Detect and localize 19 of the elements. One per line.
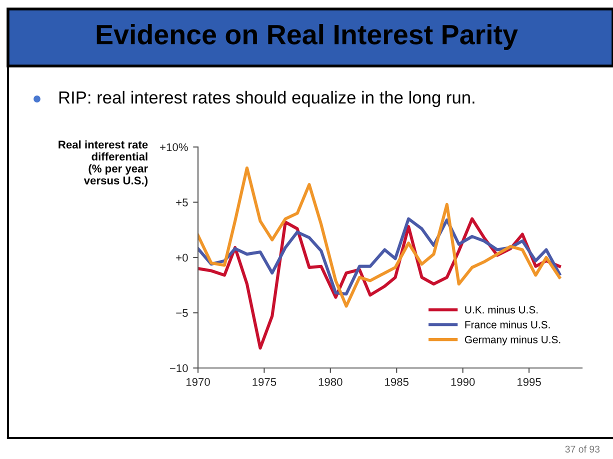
chart-subtitle: RIP: real interest rates should equalize in the long run. — [59, 90, 474, 108]
text: 37 of 93 — [565, 445, 600, 453]
legend-label: Germany minus U.S. — [464, 336, 560, 346]
x-tick-label: 1990 — [451, 378, 475, 386]
line-series — [198, 217, 562, 296]
y-tick-label: +5 — [176, 198, 188, 206]
x-tick-label: 1985 — [385, 378, 409, 386]
legend-label: U.K. minus U.S. — [465, 306, 538, 314]
chart-title: Evidence on Real Interest Parity — [96, 24, 518, 50]
x-tick-label: 1975 — [252, 378, 276, 386]
y-axis-title: Real interest rate differential (% per year versus U.S.) — [58, 140, 148, 187]
legend-label: France minus U.S. — [465, 320, 550, 328]
y-tick-label: −5 — [176, 309, 188, 317]
x-tick-label: 1980 — [318, 378, 342, 386]
y-tick-label: +10% — [160, 143, 188, 152]
y-tick-label: −10 — [170, 364, 188, 372]
y-tick-label: +0 — [176, 254, 188, 262]
x-tick-label: 1995 — [518, 378, 541, 386]
x-tick-label: 1970 — [186, 378, 210, 386]
